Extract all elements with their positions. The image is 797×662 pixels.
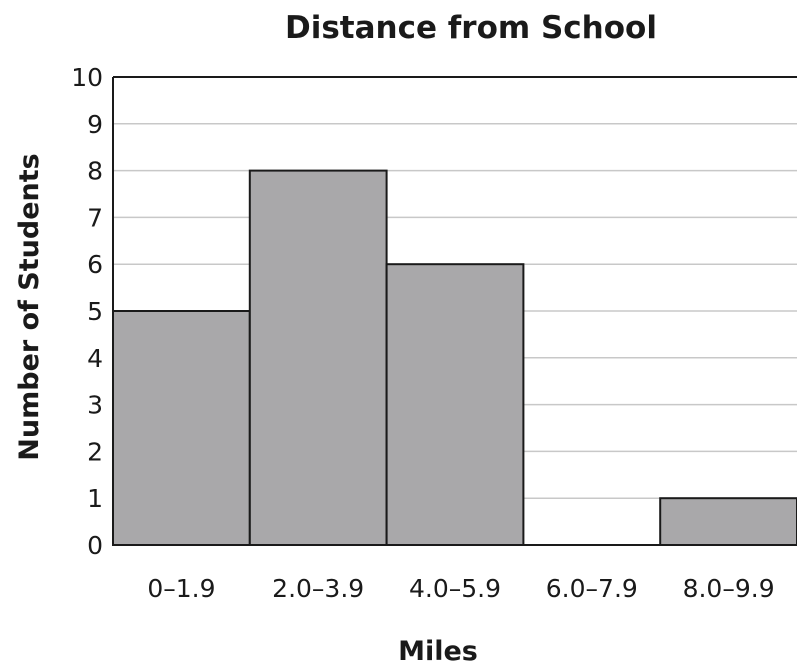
y-tick-label-4: 4 [87, 344, 103, 373]
y-tick-label-7: 7 [87, 203, 103, 232]
bar-3 [385, 263, 525, 546]
y-tick-label-3: 3 [87, 391, 103, 420]
bar-2 [248, 169, 388, 546]
x-tick-label-5: 8.0–9.9 [683, 574, 775, 603]
y-tick-label-1: 1 [87, 484, 103, 513]
y-tick-label-0: 0 [87, 531, 103, 560]
x-tick-label-3: 4.0–5.9 [409, 574, 501, 603]
chart-title: Distance from School [285, 10, 657, 46]
bar-5 [659, 497, 797, 547]
y-axis-label: Number of Students [14, 153, 45, 460]
x-tick-label-4: 6.0–7.9 [546, 574, 638, 603]
axes [112, 76, 797, 546]
y-tick-label-9: 9 [87, 110, 103, 139]
y-tick-label-8: 8 [87, 157, 103, 186]
y-tick-label-2: 2 [87, 437, 103, 466]
x-tick-label-1: 0–1.9 [147, 574, 215, 603]
bar-1 [112, 310, 251, 546]
y-tick-label-5: 5 [87, 297, 103, 326]
x-tick-label-2: 2.0–3.9 [272, 574, 364, 603]
y-tick-labels: 0 1 2 3 4 5 6 7 8 9 10 [71, 63, 103, 560]
y-tick-label-10: 10 [71, 63, 103, 92]
x-axis-label: Miles [398, 636, 478, 662]
y-tick-label-6: 6 [87, 250, 103, 279]
x-tick-labels: 0–1.9 2.0–3.9 4.0–5.9 6.0–7.9 8.0–9.9 [147, 574, 774, 603]
